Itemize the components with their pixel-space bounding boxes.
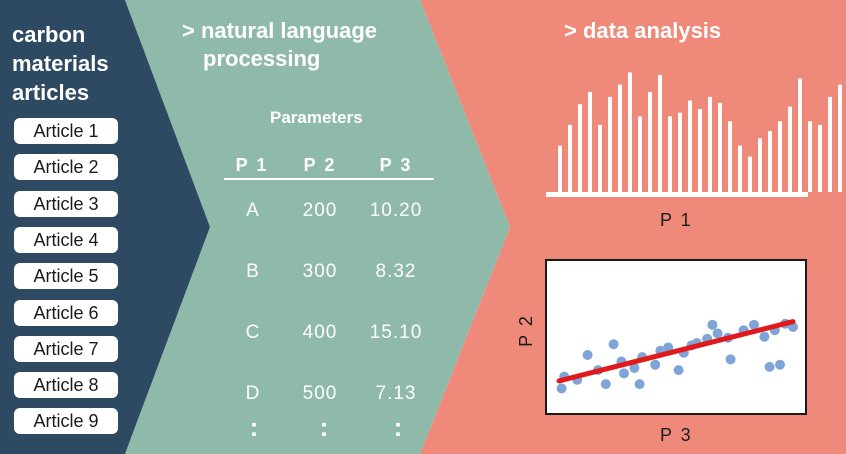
scatter-point bbox=[749, 319, 759, 330]
bar bbox=[798, 78, 802, 192]
article-item: Article 8 bbox=[14, 372, 118, 399]
bar bbox=[568, 124, 572, 192]
article-item: Article 4 bbox=[14, 226, 118, 253]
scatter-x-label: P 3 bbox=[660, 425, 693, 445]
table-cell: 200 bbox=[302, 200, 338, 221]
bar bbox=[608, 96, 612, 192]
table-cell: B bbox=[246, 261, 260, 282]
scatter-point bbox=[712, 328, 723, 339]
middle-panel-bg bbox=[125, 0, 510, 454]
scatter-y-label: P 2 bbox=[515, 314, 536, 347]
bar bbox=[778, 121, 782, 192]
scatter-point bbox=[759, 331, 770, 342]
table-header-p1: P 1 bbox=[235, 155, 269, 175]
scatter-point bbox=[775, 359, 785, 370]
table-header-p2: P 2 bbox=[303, 155, 337, 175]
article-item: Article 9 bbox=[14, 408, 118, 435]
article-item: Article 5 bbox=[14, 263, 118, 290]
bar bbox=[748, 156, 752, 192]
bar bbox=[678, 112, 682, 192]
nlp-title-line2: processing bbox=[203, 46, 321, 71]
scatter-point bbox=[608, 339, 619, 350]
bar bbox=[658, 74, 662, 192]
scatter-point bbox=[663, 342, 674, 353]
table-cell: A bbox=[246, 200, 260, 221]
bar bbox=[638, 116, 642, 192]
bar bbox=[668, 116, 672, 192]
bar-chart-baseline bbox=[546, 192, 808, 197]
article-item: Article 7 bbox=[14, 335, 118, 362]
article-item: Article 6 bbox=[14, 299, 118, 326]
table-header-p3: P 3 bbox=[379, 155, 413, 175]
scatter-point bbox=[556, 383, 567, 394]
scatter-point bbox=[673, 365, 684, 376]
scatter-point bbox=[707, 319, 718, 330]
scatter-point bbox=[629, 362, 640, 373]
table-cell: 300 bbox=[302, 261, 338, 282]
bar bbox=[738, 145, 742, 192]
continuation-dots-p3: : bbox=[393, 412, 403, 442]
table-cell: 400 bbox=[302, 322, 338, 343]
bar bbox=[708, 96, 712, 192]
nlp-title-line1: > natural language bbox=[182, 18, 377, 43]
scatter-point bbox=[582, 350, 593, 361]
bar bbox=[578, 104, 582, 192]
parameters-table-title: Parameters bbox=[270, 108, 363, 127]
table-cell: C bbox=[245, 322, 261, 343]
scatter-point bbox=[634, 379, 645, 390]
article-item: Article 2 bbox=[14, 154, 118, 181]
bar bbox=[728, 121, 732, 192]
scatter-trend-line bbox=[556, 319, 796, 384]
nlp-panel-title: > natural language processing bbox=[182, 17, 377, 73]
table-cell: 7.13 bbox=[375, 383, 417, 404]
bar bbox=[838, 84, 842, 192]
table-cell: D bbox=[245, 383, 261, 404]
table-cell: 8.32 bbox=[375, 261, 417, 282]
bar bbox=[648, 91, 652, 192]
bar bbox=[628, 72, 632, 192]
data-analysis-title: > data analysis bbox=[564, 18, 722, 43]
bar bbox=[598, 124, 602, 192]
bar bbox=[818, 124, 822, 192]
continuation-dots-p2: : bbox=[319, 412, 329, 442]
scatter-point bbox=[600, 379, 611, 390]
bar bbox=[828, 96, 832, 192]
table-cell: 500 bbox=[302, 383, 338, 404]
bar bbox=[768, 131, 772, 192]
table-cell: 15.10 bbox=[369, 322, 423, 343]
bar-chart bbox=[546, 72, 842, 197]
article-item: Article 1 bbox=[14, 118, 118, 144]
scatter-point bbox=[764, 361, 775, 372]
bar bbox=[688, 100, 692, 192]
article-item: Article 3 bbox=[14, 190, 118, 217]
bar bbox=[718, 102, 722, 192]
scatter-point bbox=[650, 359, 661, 370]
bar bbox=[588, 91, 592, 192]
bar bbox=[558, 145, 562, 192]
bar bbox=[788, 106, 792, 192]
table-cell: 10.20 bbox=[369, 200, 423, 221]
bar bbox=[758, 138, 762, 192]
scatter-plot bbox=[545, 259, 807, 415]
table-header-rule bbox=[224, 178, 434, 180]
scatter-point bbox=[725, 354, 736, 365]
left-panel-title: carbon materials articles bbox=[12, 22, 109, 105]
bar bbox=[808, 121, 812, 192]
scatter-point bbox=[619, 368, 629, 379]
bar bbox=[618, 84, 622, 192]
continuation-dots-p1: : bbox=[249, 412, 259, 442]
bar-chart-x-label: P 1 bbox=[660, 210, 693, 230]
bar bbox=[698, 109, 702, 192]
